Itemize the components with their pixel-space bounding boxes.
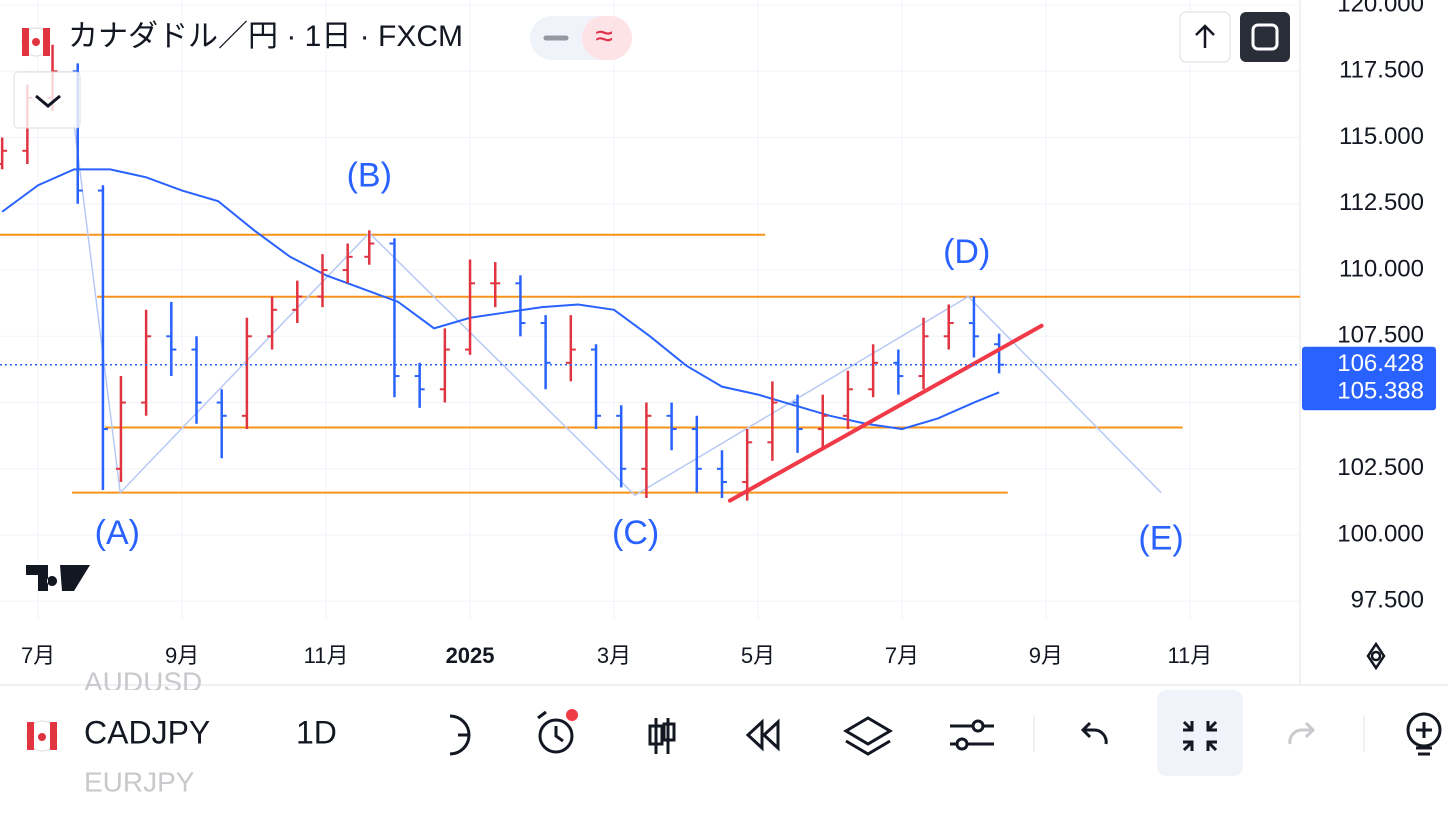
- y-tick-label: 110.000: [1339, 255, 1424, 282]
- header-title: カナダドル／円 · 1日 · FXCM: [68, 20, 463, 53]
- indicator-toggle[interactable]: [582, 16, 632, 60]
- fullscreen-icon: [1251, 23, 1279, 51]
- price-label-box: [1302, 346, 1436, 383]
- x-tick-label: 5月: [741, 643, 775, 668]
- wave-label: (D): [943, 233, 990, 271]
- collapse-icon: [1182, 720, 1218, 752]
- fade: [420, 700, 450, 770]
- y-tick-label: 97.500: [1351, 587, 1424, 614]
- settings-icon: [1370, 650, 1382, 662]
- y-tick-label: 120.000: [1337, 0, 1424, 17]
- wave-icon: ≈: [595, 17, 613, 53]
- trendline: [727, 323, 1044, 503]
- interval[interactable]: 1D: [296, 714, 337, 750]
- fullscreen-button[interactable]: [1240, 12, 1290, 62]
- collapse-layout-button[interactable]: [1157, 690, 1243, 776]
- alert-dot: [566, 709, 578, 721]
- x-tick-label: 9月: [1029, 643, 1063, 668]
- wave-label: (A): [95, 514, 140, 552]
- wave-label: (C): [612, 514, 659, 552]
- x-tick-label: 11月: [304, 643, 349, 668]
- x-tick-label: 3月: [597, 643, 631, 668]
- price-label-box: [1302, 374, 1436, 411]
- price-label: 105.388: [1337, 378, 1424, 405]
- arrow-icon: [1195, 24, 1215, 48]
- y-tick-label: 117.500: [1339, 57, 1424, 84]
- wave-line: [73, 124, 1162, 497]
- price-label: 106.428: [1337, 350, 1424, 377]
- flag-icon: [21, 27, 51, 57]
- wave-label: (E): [1138, 519, 1183, 557]
- y-tick-label: 100.000: [1337, 520, 1424, 547]
- chevron-icon: [35, 94, 61, 108]
- flag-icon: [26, 720, 58, 752]
- y-tick-label: 107.500: [1337, 322, 1424, 349]
- y-tick-label: 102.500: [1337, 454, 1424, 481]
- x-tick-label: 7月: [21, 643, 55, 668]
- moving-average: [1, 168, 1000, 431]
- x-tick-label: 7月: [885, 643, 919, 668]
- wave-label: (B): [347, 156, 392, 194]
- x-tick-label: 9月: [165, 643, 199, 668]
- tv-logo: [26, 565, 90, 591]
- x-tick-label: 11月: [1167, 643, 1212, 668]
- watchlist-item[interactable]: EURJPY: [84, 766, 195, 797]
- x-tick-label: 2025: [446, 643, 495, 668]
- settings-icon: [1366, 641, 1386, 671]
- toolbar-icons[interactable]: [449, 710, 1442, 756]
- collapse-button[interactable]: [13, 71, 81, 129]
- y-tick-label: 115.000: [1339, 123, 1424, 150]
- y-tick-label: 112.500: [1339, 189, 1424, 216]
- symbol[interactable]: CADJPY: [84, 714, 210, 750]
